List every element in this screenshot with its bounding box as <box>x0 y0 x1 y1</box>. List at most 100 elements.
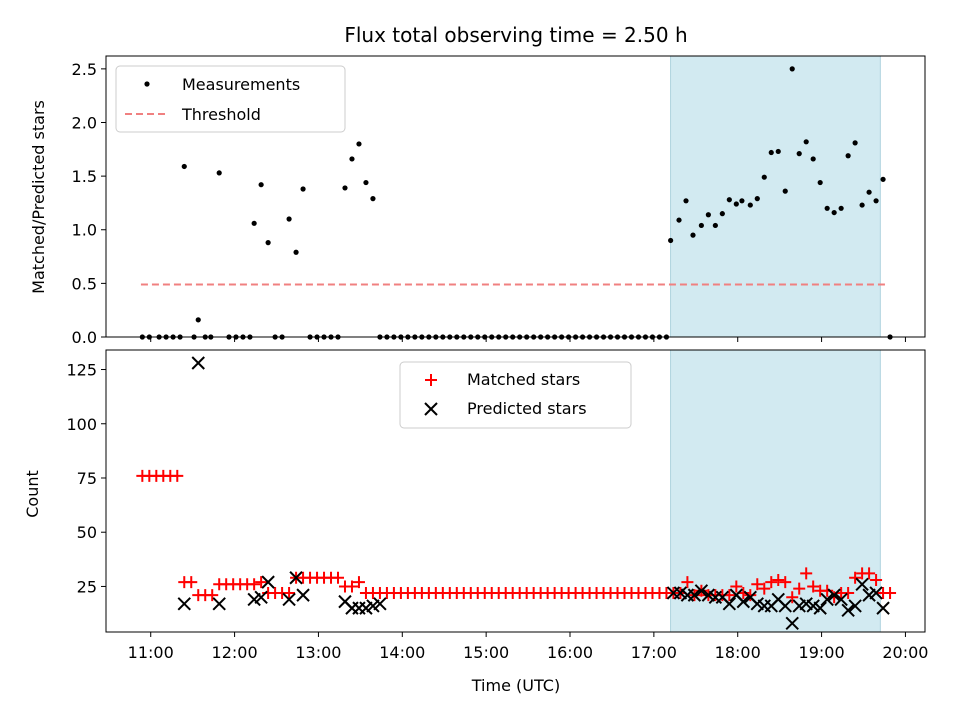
xtick-label: 11:00 <box>128 643 174 662</box>
measurement-point <box>768 149 774 156</box>
predicted-star-point <box>855 577 869 591</box>
xtick-label: 15:00 <box>463 643 509 662</box>
measurement-point <box>705 212 711 218</box>
measurement-point <box>873 198 879 204</box>
ytick-label-top: 0.0 <box>72 328 97 347</box>
matched-star-point <box>751 578 764 591</box>
matched-star-point <box>779 576 792 589</box>
matched-star-point <box>283 586 296 599</box>
panel-counts: 25 50 75 100 125 11:00 12:00 13:00 14:00 15:00 16… <box>23 349 928 695</box>
measurement-point <box>342 185 348 191</box>
measurement-point <box>824 205 830 211</box>
matched-star-point <box>345 580 358 593</box>
xtick-label: 14:00 <box>379 643 425 662</box>
measurement-point <box>300 186 306 192</box>
predicted-star-point <box>848 599 862 613</box>
measurement-point <box>293 249 299 255</box>
legend-label-predicted: Predicted stars <box>467 399 587 418</box>
matched-star-point <box>744 589 757 602</box>
ytick-label-top: 1.0 <box>72 221 97 240</box>
legend-top: Measurements Threshold <box>115 65 346 133</box>
legend-plus-marker <box>425 374 437 386</box>
matched-star-point <box>730 580 743 593</box>
matched-star-point <box>786 591 799 604</box>
predicted-star-point <box>373 597 387 611</box>
predicted-star-point <box>869 586 883 600</box>
xtick-label: 12:00 <box>212 643 258 662</box>
predicted-star-point <box>820 592 834 607</box>
legend-bottom: Matched stars Predicted stars <box>399 361 632 429</box>
predicted-star-point <box>694 584 709 598</box>
xtick-label: 20:00 <box>882 643 928 662</box>
ytick-label-bottom: 125 <box>66 361 97 380</box>
ytick-labels-bottom: 25 50 75 100 125 <box>66 361 106 596</box>
measurement-point <box>761 174 767 180</box>
measurement-point <box>796 150 802 157</box>
predicted-star-point <box>876 601 890 615</box>
measurement-point <box>733 201 739 207</box>
xticks-bottom: 11:00 12:00 13:00 14:00 15:00 16:00 17:00 18:00… <box>128 632 928 662</box>
measurement-point <box>251 220 257 226</box>
matched-star-point <box>765 576 778 589</box>
measurement-point <box>668 237 674 244</box>
ytick-label-top: 2.5 <box>72 60 97 79</box>
legend-label-matched: Matched stars <box>467 370 580 389</box>
measurement-point <box>726 197 732 203</box>
matched-star-point <box>884 586 897 599</box>
predicted-star-point <box>834 592 848 607</box>
measurement-point <box>754 196 760 202</box>
predicted-star-point <box>841 603 855 618</box>
xtick-label: 18:00 <box>715 643 761 662</box>
measurement-point <box>349 156 355 162</box>
measurement-point <box>852 140 858 146</box>
measurement-point <box>676 217 682 223</box>
predicted-star-point <box>212 597 226 611</box>
matched-star-point <box>248 578 261 591</box>
ylabel-bottom: Count <box>23 470 42 518</box>
measurement-point <box>831 209 837 216</box>
measurement-point <box>363 179 369 186</box>
matched-star-point <box>352 576 365 589</box>
series-predicted-stars <box>177 356 890 631</box>
ylabel-top: Matched/Predicted stars <box>29 100 48 294</box>
measurement-point <box>880 176 886 182</box>
measurement-point <box>866 189 872 195</box>
legend-x-marker <box>424 402 438 416</box>
measurement-point <box>859 202 865 208</box>
measurement-point <box>739 198 745 204</box>
xtick-label: 13:00 <box>295 643 341 662</box>
matched-star-point <box>171 469 184 482</box>
predicted-star-point <box>282 592 296 607</box>
predicted-star-point <box>289 571 303 585</box>
measurement-point <box>356 141 362 147</box>
measurement-point <box>719 211 725 217</box>
predicted-star-point <box>827 588 841 602</box>
legend-box-bottom <box>399 361 632 429</box>
predicted-star-point <box>736 594 751 609</box>
ytick-label-bottom: 100 <box>66 415 97 434</box>
shaded-span-bottom <box>670 349 881 633</box>
figure-title: Flux total observing time = 2.50 h <box>344 23 687 47</box>
axes-frame-top <box>105 55 926 338</box>
panel-ratio: 0.0 0.5 1.0 1.5 2.0 2.5 Matched/Predicted sta… <box>29 55 926 347</box>
ytick-label-top: 1.5 <box>72 167 97 186</box>
predicted-star-point <box>254 590 268 604</box>
measurement-point <box>803 139 809 145</box>
ytick-label-bottom: 25 <box>77 577 97 596</box>
measurement-point <box>181 163 187 170</box>
ytick-labels-top: 0.0 0.5 1.0 1.5 2.0 2.5 <box>72 60 106 347</box>
matched-star-point <box>772 573 785 586</box>
measurement-point <box>683 198 689 204</box>
measurement-point <box>216 170 222 176</box>
matched-star-point <box>849 571 862 584</box>
ytick-label-top: 0.5 <box>72 274 97 293</box>
predicted-star-point <box>191 356 205 370</box>
measurement-point <box>782 188 788 194</box>
measurement-point <box>690 232 696 238</box>
matched-star-point <box>807 580 820 593</box>
matched-star-point <box>206 589 219 602</box>
predicted-star-point <box>778 599 792 613</box>
predicted-star-point <box>296 588 310 602</box>
predicted-star-point <box>813 601 827 615</box>
ytick-label-bottom: 75 <box>77 469 97 488</box>
